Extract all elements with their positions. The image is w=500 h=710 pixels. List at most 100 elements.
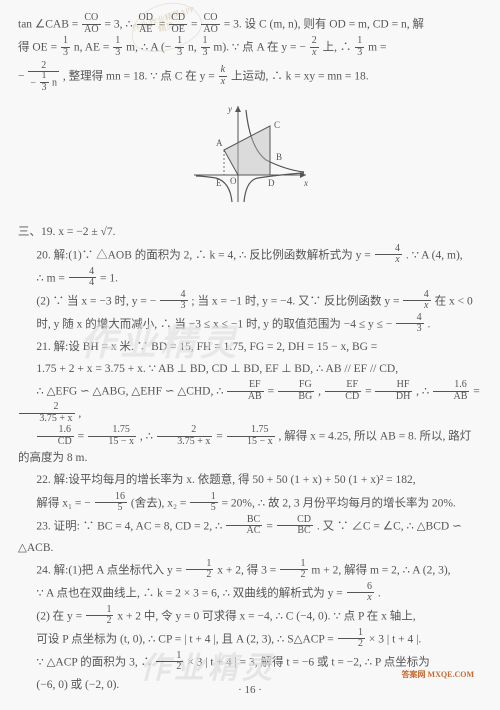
frac: kx [219,65,227,87]
frac: 1.6CD [37,425,73,447]
t: (舍去), x₂ = [131,497,189,509]
line-3: − 2 − 13 n , 整理得 mn = 18. ∵ 点 C 在 y = kx… [18,60,482,94]
axis-y: y [227,104,232,114]
q21-d: 1.6CD = 1.7515 − x , ∴ 23.75 + x = 1.751… [18,426,482,469]
t: , ∴ [416,386,432,398]
t: (2) 在 y = [36,611,85,623]
t: = [216,431,225,443]
q20-1b: ∴ m = 44 = 1. [18,268,482,290]
q20-2b: 时, y 随 x 的增大而减小, ∴ 当 −3 ≤ x ≤ −1 时, y 的取… [18,314,482,336]
t: × 3 | t + 4 |. [369,634,421,646]
frac: 44 [69,267,96,289]
lbl-E: E [216,178,222,188]
frac: 1.7515 − x [227,425,275,447]
t: x + 2 中, 令 y = 0 可求得 x = −4, ∴ C (−4, 0)… [117,611,415,623]
frac: 12 [156,651,183,673]
frac: EFAB [227,380,263,402]
frac: 23.75 + x [19,402,75,424]
t: m). ∵ 点 A 在 y = − [213,42,308,54]
t: ∴ △EFG ∽ △ABG, △EHF ∽ △CHD, ∴ [36,386,226,398]
t: = 1. [100,272,118,284]
t: . [378,588,381,600]
frac: 1.6AB [433,380,469,402]
line-1: tan ∠CAB = COAO = 3, ∴ ODAE = CDOE = COA… [18,14,482,36]
frac: 6x [347,582,374,604]
page-number: · 16 · [0,680,500,700]
frac: 1.7515 − x [88,425,136,447]
hyperbola-chart: A C B D E O x y [186,100,314,210]
frac: ODAE [137,13,155,35]
chart-figure: A C B D E O x y [18,100,482,218]
t: 时, y 随 x 的增大而减小, ∴ 当 −3 ≤ x ≤ −1 时, y 的取… [36,318,395,330]
frac: CDBC [277,515,313,537]
frac: 43 [160,290,187,312]
frac: BCAC [226,515,262,537]
frac: 2x [310,36,319,58]
t: n, AE = [74,42,112,54]
t: ∴ m = [36,272,67,284]
t: , [78,408,81,420]
t: tan ∠CAB = [18,19,81,31]
frac: CDOE [169,13,187,35]
frac: 12 [338,628,365,650]
q24-1b: ∵ A 点也在双曲线上, ∴ k = 2 × 3 = 6, ∴ 双曲线的解析式为… [18,583,482,605]
q20-2a: (2) ∵ 当 x = −3 时, y = − 43 ; 当 x = −1 时,… [18,291,482,313]
t: 可设 P 点坐标为 (t, 0), ∴ CP = | t + 4 |, 且 A … [36,634,336,646]
q22-a: 22. 解:设平均每月的增长率为 x. 依题意, 得 50 + 50 (1 + … [18,470,482,491]
frac: 13 [355,36,364,58]
line-2: 得 OE = 13 n, AE = 13 m, ∴ A (− 13 n, 13 … [18,37,482,59]
t: . [427,318,430,330]
t: × 3 | t + 4 | = 3, 解得 t = −6 或 t = −2, ∴… [187,657,430,669]
frac: 13 [175,36,184,58]
frac: HFDH [375,380,412,402]
q21-b: 1.75 + 2 + x = 3.75 + x. ∵ AB ⊥ BD, CD ⊥… [18,359,482,380]
q24-2c: ∵ △ACP 的面积为 3, ∴ 12 × 3 | t + 4 | = 3, 解… [18,652,482,674]
t: 解得 x₁ = − [36,497,93,509]
frac: 13 [61,36,70,58]
q21-a: 21. 解:设 BH = x 米. ∵ BD = 15, FH = 1.75, … [18,337,482,358]
t: = 20%, ∴ 故 2, 3 月份平均每月的增长率为 20%. [222,497,456,509]
t: = 3. 设 C (m, n), 则有 OD = m, CD = n, 解 [224,19,424,31]
t: 20. 解:(1)∵ △AOB 的面积为 2, ∴ k = 4, ∴ 反比例函数… [36,249,373,261]
t: m + 2, 解得 m = 2, ∴ A (2, 3), [311,565,450,577]
lbl-D: D [268,178,275,188]
frac: 43 [396,313,423,335]
t: , ∴ [140,431,156,443]
lbl-A: A [216,138,223,148]
t: = [365,386,374,398]
t: − [18,71,27,83]
t: 上运动, ∴ k = xy = mn = 18. [231,71,369,83]
frac: 12 [280,559,307,581]
frac: 4x [403,290,430,312]
lbl-O: O [230,176,237,186]
frac: EFCD [325,380,361,402]
axis-x: x [303,178,308,188]
frac: 12 [86,605,113,627]
frac: COAO [201,13,219,35]
q24-2b: 可设 P 点坐标为 (t, 0), ∴ CP = | t + 4 |, 且 A … [18,629,482,651]
t: 上, ∴ [323,42,355,54]
t: ; 当 x = −1 时, y = −4. 又∵ 反比例函数 y = [191,295,402,307]
t: (2) ∵ 当 x = −3 时, y = − [36,295,159,307]
q24-2a: (2) 在 y = 12 x + 2 中, 令 y = 0 可求得 x = −4… [18,606,482,628]
t: = [78,431,87,443]
t: . ∵ A (4, m), [406,249,463,261]
frac: COAO [82,13,100,35]
q24-1a: 24. 解:(1)把 A 点坐标代入 y = 12 x + 2, 得 3 = 1… [18,560,482,582]
sec-3-19: 三、19. x = −2 ± √7. [18,222,482,243]
t: 在 x < 0 [435,295,473,307]
bigfrac: 2 − 13 n [28,60,59,94]
frac: 23.75 + x [157,425,213,447]
lbl-B: B [276,152,282,162]
t: ∵ A 点也在双曲线上, ∴ k = 2 × 3 = 6, ∴ 双曲线的解析式为… [36,588,345,600]
t: 得 OE = [18,42,60,54]
t: n, [188,42,200,54]
t: 24. 解:(1)把 A 点坐标代入 y = [36,565,185,577]
t: , [318,386,324,398]
t: = [473,386,480,398]
frac: 15 [190,492,217,514]
t: = [268,386,277,398]
frac: 165 [95,492,127,514]
q20-1: 20. 解:(1)∵ △AOB 的面积为 2, ∴ k = 4, ∴ 反比例函数… [18,245,482,267]
q22-b: 解得 x₁ = − 165 (舍去), x₂ = 15 = 20%, ∴ 故 2… [18,493,482,515]
